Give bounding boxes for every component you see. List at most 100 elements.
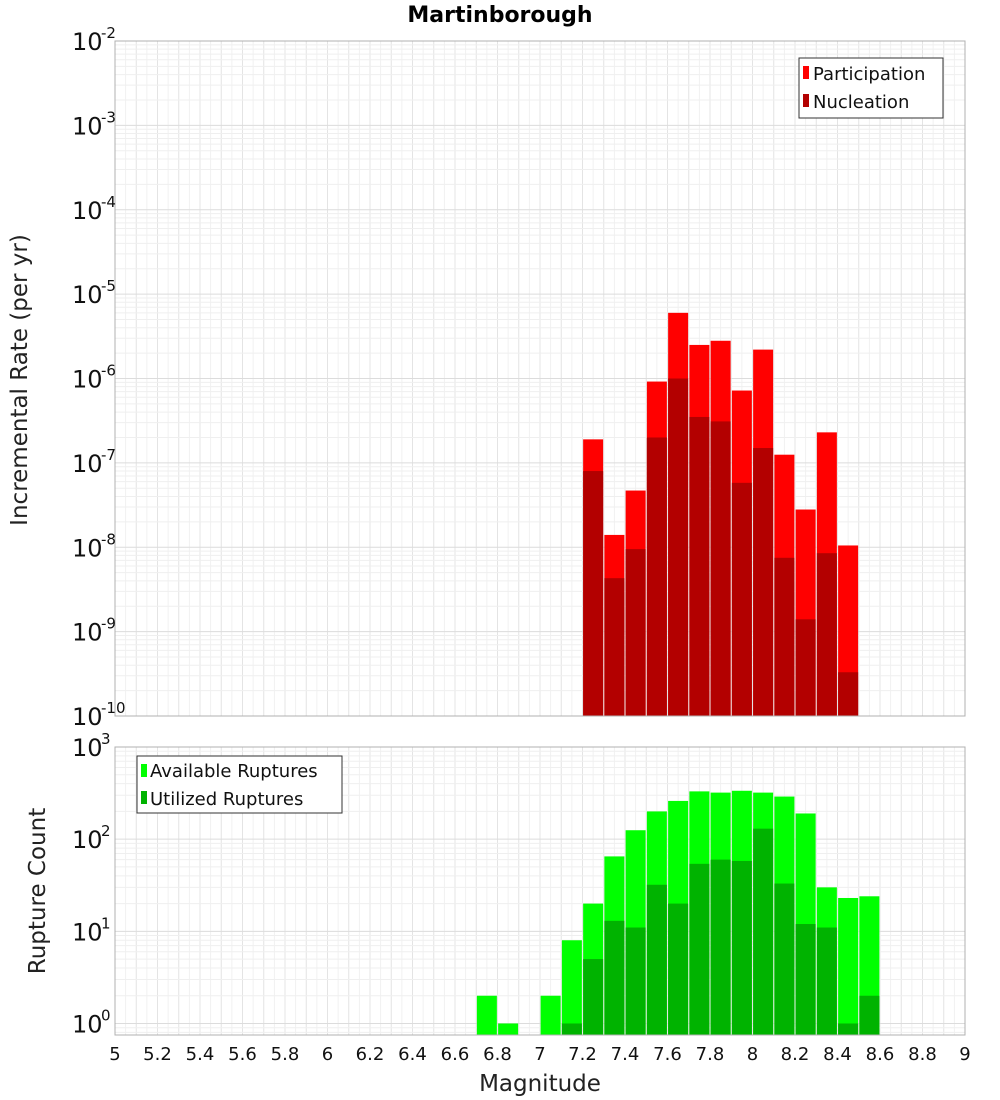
rate-legend: Participation Nucleation — [798, 57, 944, 119]
rate-y-tick-exponent: -7 — [101, 446, 116, 464]
rate-y-tick-exponent: -9 — [101, 615, 116, 633]
legend-swatch-available — [141, 764, 147, 777]
count-y-tick-label: 10 — [72, 1010, 103, 1038]
legend-swatch-nucleation — [803, 94, 809, 107]
nucleation-bar — [583, 471, 604, 716]
available-ruptures-bar — [561, 940, 582, 1035]
x-tick-label: 6.6 — [441, 1044, 470, 1065]
rate-y-tick-exponent: -10 — [101, 699, 126, 717]
legend-swatch-utilized — [141, 791, 147, 804]
utilized-ruptures-bar — [583, 959, 604, 1035]
rate-y-tick-label: 10 — [72, 450, 103, 478]
x-tick-label: 7.6 — [653, 1044, 682, 1065]
chart-title: Martinborough — [407, 3, 592, 28]
legend-label-available: Available Ruptures — [150, 761, 318, 782]
rate-y-tick-exponent: -3 — [101, 108, 116, 126]
utilized-ruptures-bar — [838, 1023, 859, 1035]
rate-y-tick-label: 10 — [72, 28, 103, 56]
rate-y-tick-exponent: -2 — [101, 24, 116, 42]
legend-swatch-participation — [803, 66, 809, 79]
rate-y-axis-label: Incremental Rate (per yr) — [7, 234, 33, 526]
nucleation-bar — [646, 437, 667, 716]
count-plot-frame — [114, 746, 966, 1036]
x-tick-label: 5 — [109, 1044, 120, 1065]
count-y-tick-exponent: 3 — [101, 730, 111, 748]
rate-grid — [114, 40, 966, 717]
utilized-ruptures-bar — [561, 1023, 582, 1035]
utilized-ruptures-bar — [668, 903, 689, 1035]
count-y-tick-label: 10 — [72, 826, 103, 854]
count-y-tick-exponent: 2 — [101, 822, 111, 840]
magnitude-x-ticks: 5 5.2 5.4 5.6 5.8 6 6.2 6.4 6.6 6.8 7 7.2 7.4 7.6 7.8 8… — [109, 1044, 970, 1065]
x-tick-label: 6.8 — [483, 1044, 512, 1065]
count-legend: Available Ruptures Utilized Ruptures — [136, 755, 343, 814]
nucleation-bar — [604, 578, 625, 716]
x-tick-label: 8.8 — [908, 1044, 937, 1065]
rate-y-tick-exponent: -6 — [101, 362, 116, 380]
nucleation-bar — [625, 549, 646, 716]
x-tick-label: 9 — [959, 1044, 970, 1065]
count-y-tick-label: 10 — [72, 918, 103, 946]
legend-label-participation: Participation — [813, 64, 925, 85]
rate-y-tick-label: 10 — [72, 703, 103, 731]
available-ruptures-bar — [476, 995, 497, 1035]
rate-y-tick-label: 10 — [72, 534, 103, 562]
available-ruptures-bar — [838, 897, 859, 1035]
rate-y-tick-label: 10 — [72, 366, 103, 394]
utilized-ruptures-bar — [774, 883, 795, 1035]
rate-legend-box — [798, 57, 944, 119]
x-tick-label: 5.2 — [143, 1044, 172, 1065]
x-tick-label: 6 — [322, 1044, 333, 1065]
x-tick-label: 6.4 — [398, 1044, 427, 1065]
rate-y-tick-label: 10 — [72, 197, 103, 225]
legend-label-utilized: Utilized Ruptures — [150, 789, 303, 810]
utilized-ruptures-bar — [646, 884, 667, 1035]
nucleation-bar — [689, 416, 710, 716]
x-tick-label: 6.2 — [356, 1044, 385, 1065]
x-tick-label: 8.4 — [823, 1044, 852, 1065]
rate-y-tick-label: 10 — [72, 281, 103, 309]
rate-y-tick-exponent: -4 — [101, 193, 116, 211]
x-tick-label: 7.2 — [568, 1044, 597, 1065]
utilized-ruptures-bar — [710, 859, 731, 1035]
utilized-ruptures-bar — [859, 995, 880, 1035]
utilized-ruptures-bar — [731, 860, 752, 1035]
rate-y-tick-label: 10 — [72, 112, 103, 140]
available-ruptures-bar — [498, 1023, 519, 1035]
nucleation-bar — [774, 557, 795, 716]
count-y-tick-label: 10 — [72, 734, 103, 762]
x-tick-label: 5.6 — [228, 1044, 257, 1065]
rate-y-tick-exponent: -5 — [101, 277, 116, 295]
nucleation-bar — [816, 553, 837, 716]
nucleation-bar — [795, 619, 816, 716]
available-ruptures-bar — [540, 995, 561, 1035]
nucleation-bar — [753, 448, 774, 716]
rate-plot-frame — [114, 40, 966, 717]
utilized-ruptures-bar — [795, 924, 816, 1035]
utilized-ruptures-bar — [816, 927, 837, 1035]
count-y-tick-exponent: 0 — [101, 1006, 111, 1024]
utilized-ruptures-bar — [753, 828, 774, 1035]
count-y-tick-exponent: 1 — [101, 914, 111, 932]
rate-bars — [583, 312, 859, 716]
count-bars — [476, 790, 880, 1035]
legend-label-nucleation: Nucleation — [813, 92, 909, 113]
rate-y-tick-exponent: -8 — [101, 530, 116, 548]
count-legend-box — [136, 755, 343, 814]
nucleation-bar — [731, 482, 752, 716]
x-tick-label: 8.6 — [866, 1044, 895, 1065]
x-tick-label: 8.2 — [781, 1044, 810, 1065]
x-axis-label: Magnitude — [479, 1071, 601, 1097]
nucleation-bar — [668, 378, 689, 716]
nucleation-bar — [838, 672, 859, 716]
x-tick-label: 8 — [747, 1044, 758, 1065]
utilized-ruptures-bar — [689, 863, 710, 1035]
utilized-ruptures-bar — [625, 927, 646, 1035]
count-y-axis-label: Rupture Count — [25, 808, 51, 974]
x-tick-label: 7 — [534, 1044, 545, 1065]
